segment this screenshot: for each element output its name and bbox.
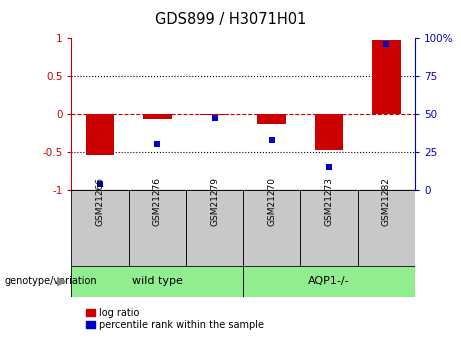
Text: GDS899 / H3071H01: GDS899 / H3071H01 (155, 12, 306, 27)
Text: GSM21273: GSM21273 (325, 177, 334, 226)
Bar (358, 190, 415, 266)
Bar (71, 190, 129, 266)
Bar (301, 190, 358, 266)
Bar (372, 40, 401, 114)
Bar (200, 114, 229, 115)
Legend: log ratio, percentile rank within the sample: log ratio, percentile rank within the sa… (86, 308, 264, 330)
Bar (315, 114, 343, 150)
Text: GSM21279: GSM21279 (210, 177, 219, 226)
Text: ▶: ▶ (57, 275, 67, 288)
Bar (86, 114, 114, 155)
Text: GSM21270: GSM21270 (267, 177, 276, 226)
Text: GSM21276: GSM21276 (153, 177, 162, 226)
Bar (243, 190, 301, 266)
Bar (129, 190, 186, 266)
Text: genotype/variation: genotype/variation (5, 276, 97, 286)
Bar (71, 266, 243, 297)
Text: wild type: wild type (132, 276, 183, 286)
Bar (258, 114, 286, 124)
Text: GSM21282: GSM21282 (382, 177, 391, 226)
Bar (143, 114, 171, 119)
Text: AQP1-/-: AQP1-/- (308, 276, 350, 286)
Bar (186, 190, 243, 266)
Text: GSM21266: GSM21266 (95, 177, 105, 226)
Bar (243, 266, 415, 297)
